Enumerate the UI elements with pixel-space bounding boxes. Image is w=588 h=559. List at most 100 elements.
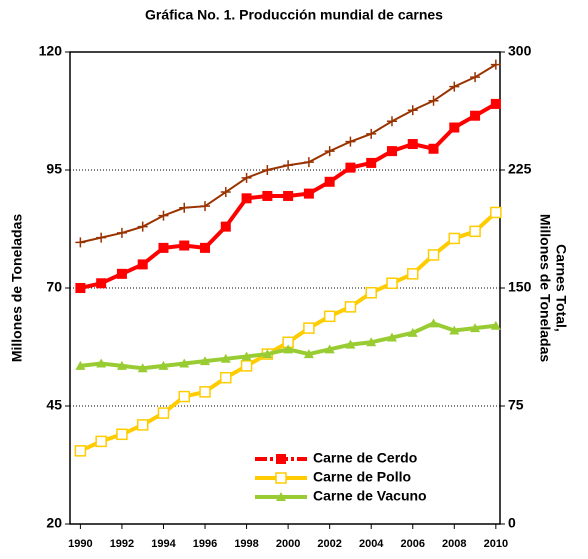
marker — [116, 227, 127, 238]
marker — [366, 157, 377, 168]
x-tick-label: 2002 — [317, 538, 341, 550]
y2-tick-label: 150 — [508, 279, 532, 295]
marker — [178, 390, 191, 403]
marker — [324, 176, 335, 187]
marker — [220, 221, 231, 232]
marker — [366, 337, 377, 347]
marker — [96, 278, 107, 289]
marker — [345, 136, 356, 147]
marker — [157, 407, 170, 419]
marker — [137, 363, 148, 373]
marker — [386, 277, 398, 290]
marker — [490, 98, 501, 109]
x-tick-label: 2006 — [401, 538, 425, 550]
marker — [283, 344, 294, 354]
legend-label: Carne de Cerdo — [313, 450, 417, 466]
y2-tick-label: 225 — [508, 161, 532, 177]
chart-title: Gráfica No. 1. Producción mundial de car… — [145, 7, 443, 23]
marker — [116, 428, 128, 441]
marker — [490, 59, 501, 70]
y-tick-label: 120 — [39, 43, 63, 59]
marker — [136, 419, 149, 431]
legend-marker — [275, 472, 287, 484]
marker — [407, 139, 418, 150]
marker — [200, 201, 211, 212]
y-tick-label: 45 — [46, 397, 62, 413]
legend-label: Carne de Vacuno — [313, 488, 427, 504]
marker — [449, 81, 460, 92]
marker — [96, 358, 107, 368]
marker — [428, 318, 439, 328]
legend-marker — [276, 492, 286, 501]
marker — [179, 202, 190, 213]
x-tick-label: 1990 — [68, 538, 92, 550]
marker — [469, 225, 481, 238]
marker — [303, 188, 314, 199]
y2-axis-label: Millones de Toneladas — [537, 214, 553, 363]
marker — [303, 157, 314, 168]
plot-border — [69, 51, 501, 525]
marker — [283, 160, 294, 171]
marker — [241, 351, 252, 361]
x-tick-label: 1992 — [110, 538, 134, 550]
marker — [428, 95, 439, 106]
y-tick-label: 95 — [46, 161, 62, 177]
x-tick-label: 2008 — [442, 538, 466, 550]
marker — [179, 358, 190, 368]
y-axis-label: Millones de Toneladas — [9, 214, 25, 363]
marker — [386, 332, 397, 342]
x-tick-label: 1994 — [151, 538, 176, 550]
marker — [407, 105, 418, 116]
marker — [137, 221, 148, 232]
marker — [220, 371, 232, 384]
marker — [324, 344, 335, 354]
marker — [200, 242, 211, 253]
marker — [344, 301, 357, 313]
marker — [428, 143, 439, 154]
marker — [303, 349, 314, 359]
marker — [262, 190, 273, 201]
marker — [470, 110, 481, 121]
marker — [137, 259, 148, 270]
marker — [158, 210, 169, 221]
marker — [283, 190, 294, 201]
marker — [345, 339, 356, 349]
x-tick-label: 2000 — [276, 538, 300, 550]
marker — [323, 310, 336, 323]
marker — [200, 356, 211, 366]
y2-tick-label: 300 — [508, 43, 532, 59]
marker — [490, 320, 501, 330]
marker — [449, 122, 460, 133]
marker — [262, 349, 273, 359]
marker — [470, 72, 481, 83]
marker — [386, 146, 397, 157]
marker — [449, 325, 460, 335]
x-tick-label: 2004 — [359, 538, 384, 550]
marker — [75, 237, 86, 248]
marker — [262, 165, 273, 175]
y2-axis-label: Carnes Total, — [553, 244, 569, 332]
marker — [116, 268, 127, 279]
marker — [116, 360, 127, 370]
marker — [75, 283, 86, 293]
marker — [240, 360, 253, 372]
marker — [324, 146, 335, 157]
x-tick-label: 1998 — [234, 538, 258, 550]
marker — [74, 445, 87, 457]
marker — [220, 187, 231, 198]
marker — [241, 172, 252, 183]
x-tick-label: 1996 — [193, 538, 217, 550]
y2-tick-label: 75 — [508, 397, 524, 413]
marker — [490, 206, 502, 219]
x-tick-label: 2010 — [484, 538, 508, 550]
marker — [345, 162, 356, 173]
legend-label: Carne de Pollo — [313, 469, 411, 485]
marker — [448, 232, 461, 245]
marker — [386, 116, 397, 127]
series-line — [79, 210, 498, 453]
marker — [241, 193, 252, 204]
marker — [220, 353, 231, 363]
marker — [365, 286, 377, 299]
y-tick-label: 70 — [46, 279, 62, 295]
marker — [75, 360, 86, 370]
